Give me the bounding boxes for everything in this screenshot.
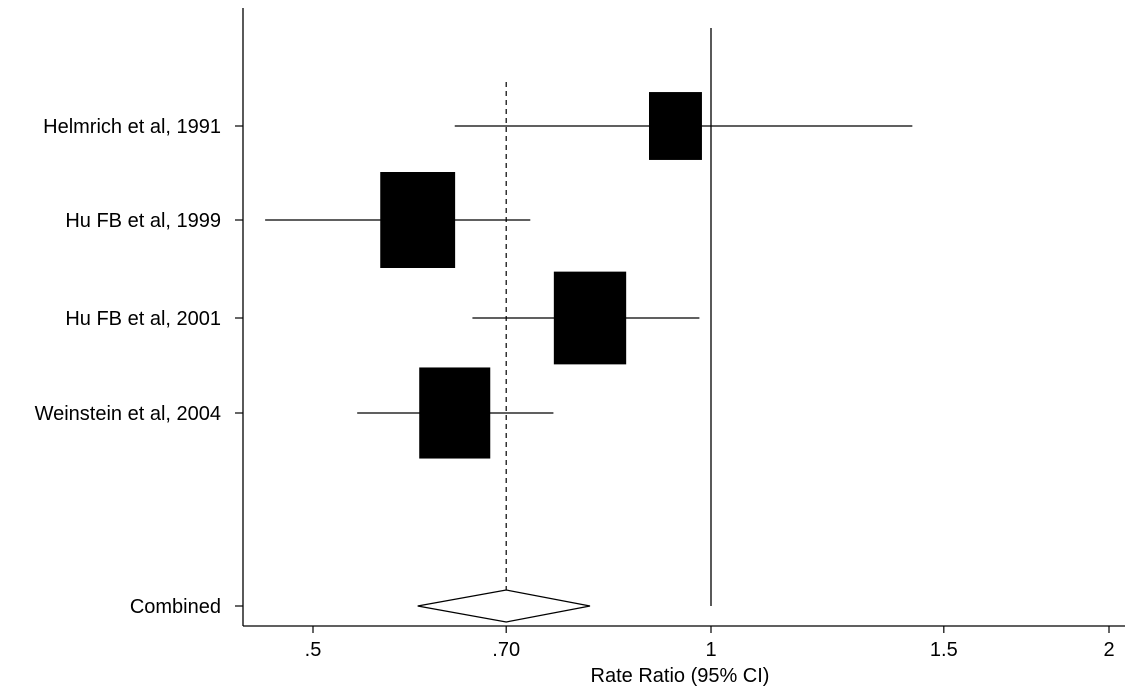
- plot-marks: [265, 28, 913, 623]
- estimate-box-0: [648, 92, 702, 160]
- estimate-box-3: [419, 367, 491, 459]
- x-tick-label-3: 1.5: [930, 639, 958, 661]
- x-tick-label-4: 2: [1103, 639, 1114, 661]
- plot-axes: .5 .70 1 1.5 2 Helmrich et al, 1991 Hu FB et a…: [35, 8, 1125, 661]
- x-tick-label-0: .5: [305, 639, 322, 661]
- study-label-0: Helmrich et al, 1991: [43, 116, 221, 138]
- study-label-1: Hu FB et al, 1999: [65, 210, 221, 232]
- x-tick-label-2: 1: [705, 639, 716, 661]
- study-label-2: Hu FB et al, 2001: [65, 308, 221, 330]
- estimate-box-1: [380, 172, 456, 268]
- x-axis-label: Rate Ratio (95% CI): [591, 665, 770, 687]
- x-tick-label-1: .70: [492, 639, 520, 661]
- estimate-box-2: [553, 271, 627, 365]
- study-label-3: Weinstein et al, 2004: [35, 403, 221, 425]
- combined-diamond: [417, 589, 591, 623]
- combined-label: Combined: [130, 596, 221, 618]
